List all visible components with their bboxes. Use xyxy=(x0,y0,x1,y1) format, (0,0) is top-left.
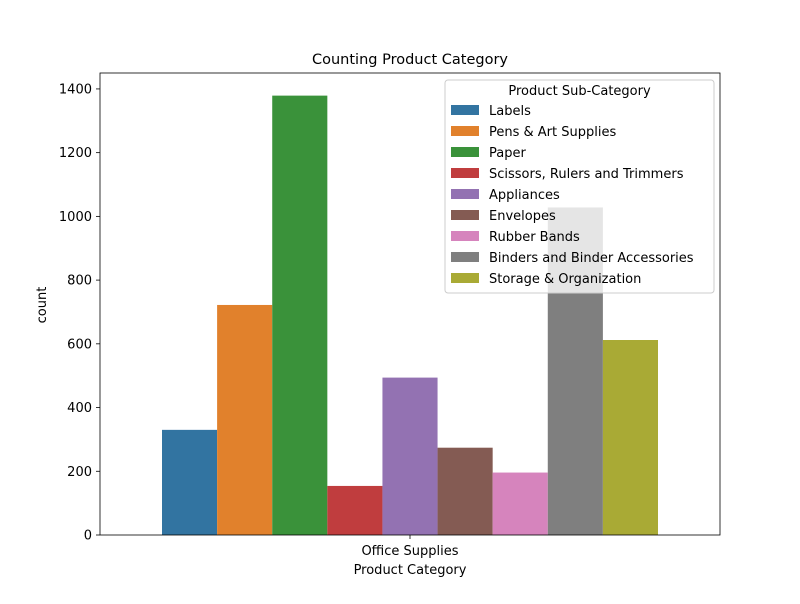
x-tick-label: Office Supplies xyxy=(361,544,458,559)
legend-label-binders-and-binder-accessories: Binders and Binder Accessories xyxy=(489,251,694,266)
legend-label-paper: Paper xyxy=(489,146,526,161)
legend-label-pens-art-supplies: Pens & Art Supplies xyxy=(489,125,616,140)
y-tick-label: 1400 xyxy=(59,82,92,97)
legend-label-rubber-bands: Rubber Bands xyxy=(489,230,580,245)
bar-rubber-bands xyxy=(492,472,548,535)
legend-box xyxy=(444,79,715,294)
legend-swatch-scissors-rulers-and-trimmers xyxy=(451,168,479,178)
legend-swatch-paper xyxy=(451,147,479,157)
legend-swatch-appliances xyxy=(451,189,479,199)
y-tick-label: 1200 xyxy=(59,146,92,161)
y-tick-label: 800 xyxy=(67,274,92,289)
legend-title: Product Sub-Category xyxy=(508,84,651,99)
y-tick-label: 400 xyxy=(67,401,92,416)
bar-scissors-rulers-and-trimmers xyxy=(327,485,383,535)
bar-envelopes xyxy=(437,447,493,535)
legend-swatch-envelopes xyxy=(451,210,479,220)
bar-paper xyxy=(272,95,328,535)
legend-swatch-binders-and-binder-accessories xyxy=(451,252,479,262)
x-axis-label: Product Category xyxy=(354,563,467,578)
y-tick-label: 600 xyxy=(67,337,92,352)
legend-label-envelopes: Envelopes xyxy=(489,209,556,224)
chart-title: Counting Product Category xyxy=(312,52,508,68)
legend-label-scissors-rulers-and-trimmers: Scissors, Rulers and Trimmers xyxy=(489,167,684,182)
y-tick-label: 200 xyxy=(67,465,92,480)
legend-swatch-storage-organization xyxy=(451,273,479,283)
bars-layer xyxy=(162,95,658,535)
legend-label-appliances: Appliances xyxy=(489,188,560,203)
y-axis-label: count xyxy=(35,287,50,324)
bar-pens-art-supplies xyxy=(217,304,273,535)
bar-appliances xyxy=(382,377,438,535)
legend-swatch-pens-art-supplies xyxy=(451,126,479,136)
bar-storage-organization xyxy=(602,340,658,535)
y-tick-label: 0 xyxy=(84,529,92,544)
bar-labels xyxy=(162,429,218,535)
legend: Product Sub-Category Labels Pens & Art Sup… xyxy=(444,79,715,294)
legend-swatch-rubber-bands xyxy=(451,231,479,241)
legend-swatch-labels xyxy=(451,105,479,115)
axes-layer: 0 200 400 600 800 1000 1200 1400 Office Supplies xyxy=(59,72,721,559)
legend-label-storage-organization: Storage & Organization xyxy=(489,272,641,287)
y-tick-label: 1000 xyxy=(59,210,92,225)
legend-label-labels: Labels xyxy=(489,104,531,119)
